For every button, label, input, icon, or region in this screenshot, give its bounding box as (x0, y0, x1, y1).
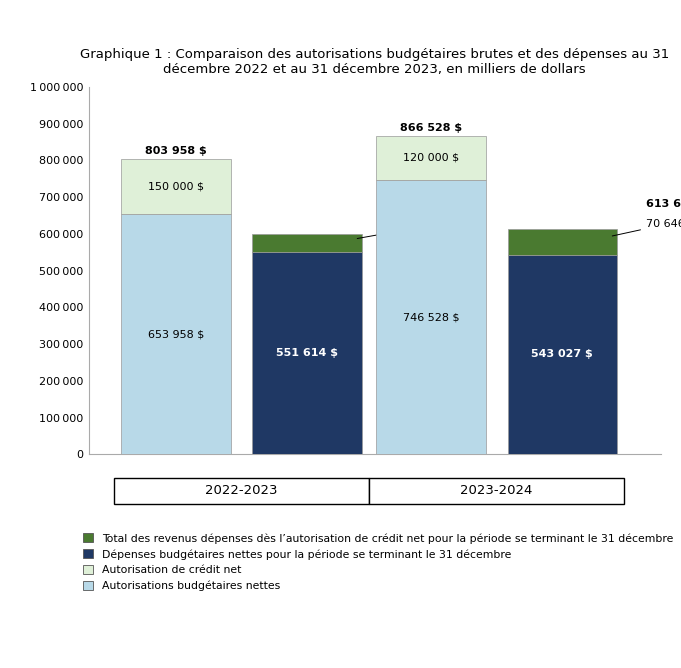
Text: 2022-2023: 2022-2023 (205, 484, 278, 498)
Text: 70 646 $: 70 646 $ (612, 218, 681, 236)
Text: 803 958 $: 803 958 $ (145, 146, 207, 156)
Text: 120 000 $: 120 000 $ (403, 153, 459, 163)
Text: 150 000 $: 150 000 $ (148, 182, 204, 192)
Bar (507, 228, 617, 255)
Text: 48 901 $: 48 901 $ (358, 223, 441, 238)
Bar (377, 136, 486, 180)
Text: 613 673 $: 613 673 $ (646, 198, 681, 208)
Bar (377, 180, 486, 454)
Text: 653 958 $: 653 958 $ (148, 329, 204, 339)
Bar (507, 255, 617, 454)
Text: 866 528 $: 866 528 $ (400, 123, 462, 133)
Bar (253, 234, 362, 252)
Text: 2023-2024: 2023-2024 (460, 484, 533, 498)
Text: 551 614 $: 551 614 $ (276, 348, 338, 358)
Text: 746 528 $: 746 528 $ (402, 312, 459, 322)
Bar (121, 214, 231, 454)
Bar (253, 252, 362, 454)
Bar (121, 159, 231, 214)
Text: 600 515 $: 600 515 $ (391, 203, 453, 213)
Legend: Total des revenus dépenses dès l’autorisation de crédit net pour la période se t: Total des revenus dépenses dès l’autoris… (82, 533, 674, 591)
Bar (369, 478, 624, 504)
Title: Graphique 1 : Comparaison des autorisations budgétaires brutes et des dépenses a: Graphique 1 : Comparaison des autorisati… (80, 48, 669, 76)
Text: 543 027 $: 543 027 $ (531, 349, 593, 359)
Bar (114, 478, 369, 504)
